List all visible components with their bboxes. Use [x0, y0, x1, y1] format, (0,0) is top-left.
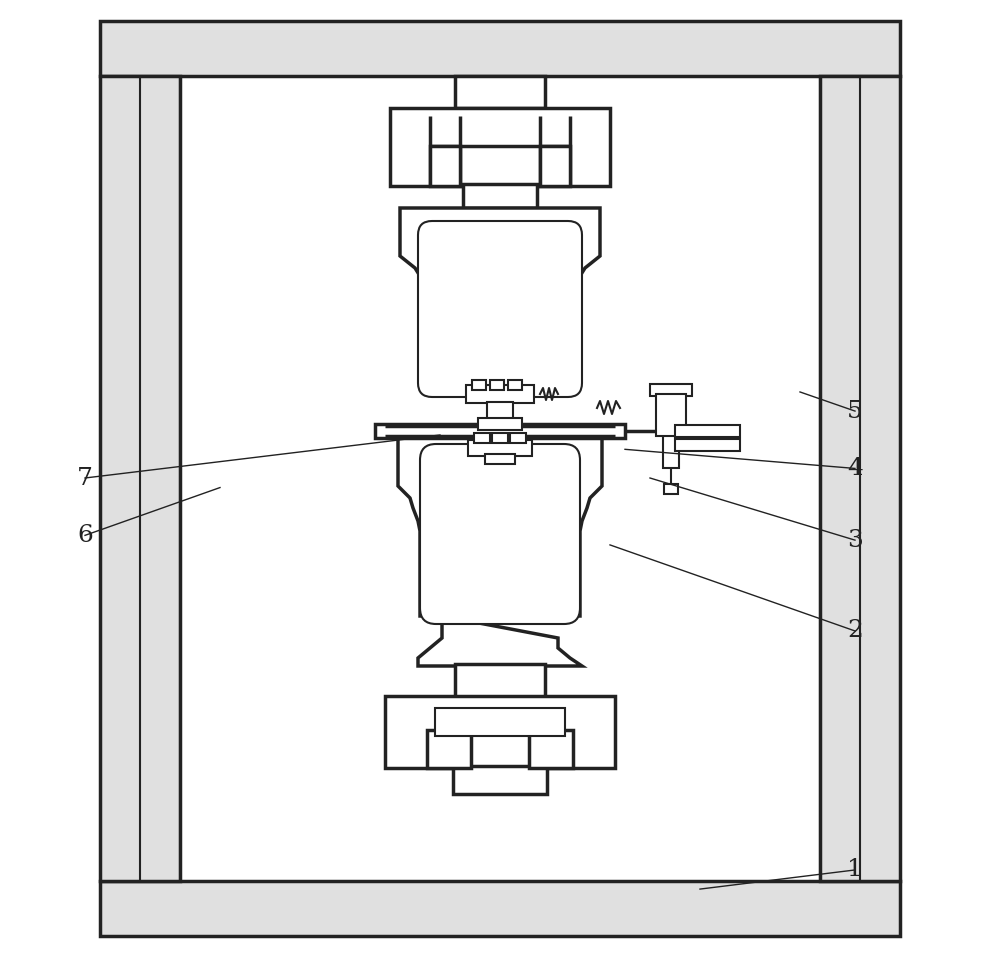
Bar [492, 433, 508, 443]
Polygon shape [398, 436, 602, 616]
Bar [529, 730, 573, 768]
Bar [390, 108, 610, 186]
Bar [427, 730, 471, 768]
FancyBboxPatch shape [420, 444, 580, 624]
Bar [430, 146, 460, 186]
Bar [664, 484, 678, 494]
Bar [487, 402, 513, 420]
Bar [478, 418, 522, 430]
Bar [656, 394, 686, 436]
Text: 7: 7 [77, 467, 93, 489]
Bar [474, 433, 490, 443]
Bar [820, 76, 900, 881]
Bar [463, 184, 537, 208]
Bar [435, 708, 565, 736]
Bar [510, 433, 526, 443]
Bar [650, 384, 692, 396]
Text: 1: 1 [847, 858, 863, 881]
Bar [472, 380, 486, 390]
Text: 6: 6 [77, 524, 93, 547]
Bar [100, 21, 900, 76]
Bar [466, 385, 534, 403]
Polygon shape [400, 208, 600, 394]
Bar [455, 664, 545, 698]
FancyBboxPatch shape [418, 221, 582, 397]
Bar [675, 425, 740, 437]
Bar [385, 696, 615, 768]
Polygon shape [418, 616, 582, 666]
Bar [100, 881, 900, 936]
Text: 2: 2 [847, 619, 863, 642]
Bar [508, 380, 522, 390]
Text: 3: 3 [847, 529, 863, 552]
Bar [540, 146, 570, 186]
Bar [490, 380, 504, 390]
Bar [375, 424, 625, 438]
Bar [485, 454, 515, 464]
Bar [100, 76, 180, 881]
Bar [675, 439, 740, 451]
Bar [468, 440, 532, 456]
Text: 4: 4 [847, 457, 863, 480]
Text: 5: 5 [847, 400, 863, 423]
Bar [455, 76, 545, 108]
Bar [663, 393, 679, 468]
Bar [453, 766, 547, 794]
